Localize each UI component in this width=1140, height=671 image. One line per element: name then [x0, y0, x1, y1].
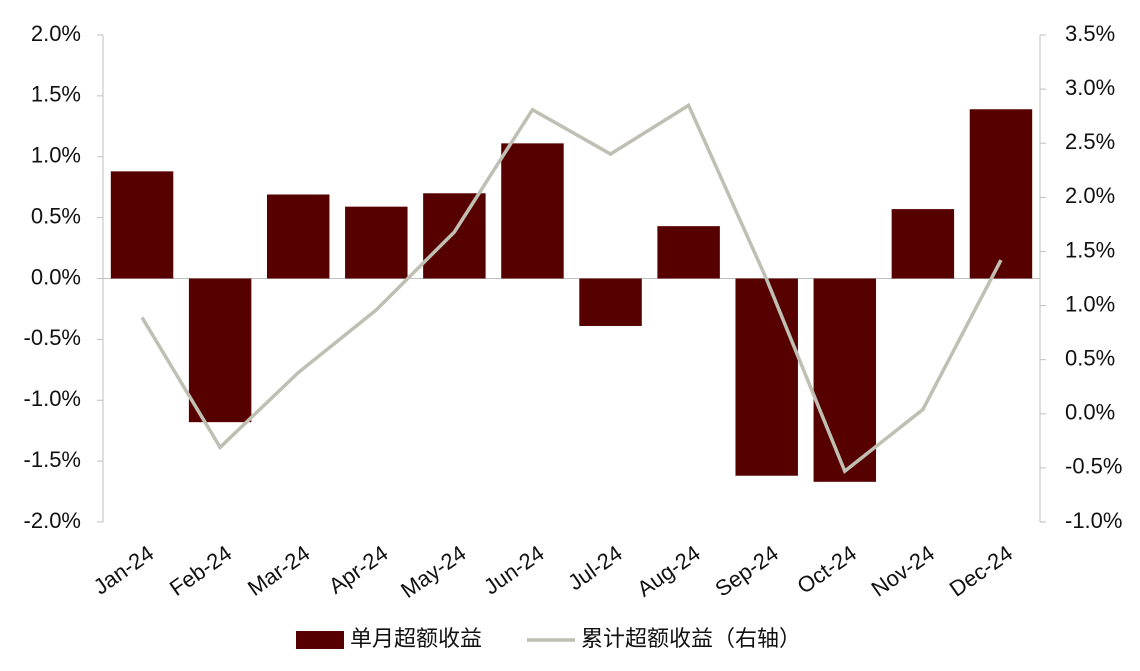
bar — [501, 143, 564, 279]
y2-tick-label: 3.5% — [1065, 21, 1115, 46]
legend-label: 累计超额收益（右轴） — [581, 626, 801, 651]
bar — [657, 226, 720, 279]
bar — [969, 109, 1033, 279]
bar — [423, 193, 486, 279]
y2-tick-label: -0.5% — [1065, 454, 1122, 479]
y-tick-label: 0.0% — [31, 264, 81, 289]
x-tick-label: Aug-24 — [632, 540, 704, 601]
line — [140, 102, 1003, 474]
y-tick-label: 1.5% — [31, 82, 81, 107]
bar — [813, 278, 877, 482]
bar — [735, 278, 798, 476]
y2-tick-label: 3.0% — [1065, 75, 1115, 100]
y2-tick-label: 0.5% — [1065, 345, 1115, 370]
bar — [110, 171, 174, 279]
x-tick-label: Oct-24 — [793, 540, 861, 598]
y-tick-label: 1.0% — [31, 143, 81, 168]
y2-tick-label: 1.0% — [1065, 291, 1115, 316]
x-tick-label: Nov-24 — [867, 540, 939, 601]
x-tick-label: Mar-24 — [243, 540, 314, 600]
legend-label: 单月超额收益 — [350, 626, 482, 651]
y-tick-label: -1.5% — [24, 447, 81, 472]
x-tick-label: May-24 — [396, 540, 470, 603]
x-tick-label: Dec-24 — [945, 540, 1017, 601]
y-tick-label: -1.0% — [24, 386, 81, 411]
bar — [188, 278, 252, 423]
bar — [579, 278, 642, 326]
bar — [266, 194, 330, 279]
x-tick-label: Jul-24 — [563, 540, 626, 595]
y-tick-label: -2.0% — [24, 508, 81, 533]
legend-swatch — [296, 631, 344, 649]
x-tick-label: Sep-24 — [710, 540, 782, 601]
y2-tick-label: 2.0% — [1065, 183, 1115, 208]
x-tick-label: Apr-24 — [324, 540, 392, 598]
y-tick-label: -0.5% — [24, 325, 81, 350]
x-tick-label: Jan-24 — [89, 540, 158, 599]
y2-tick-label: -1.0% — [1065, 508, 1122, 533]
bar — [345, 206, 408, 279]
x-tick-label: Jun-24 — [479, 540, 548, 599]
y2-tick-label: 2.5% — [1065, 129, 1115, 154]
y-tick-label: 2.0% — [31, 21, 81, 46]
x-tick-label: Feb-24 — [165, 540, 236, 600]
y-tick-label: 0.5% — [31, 203, 81, 228]
y2-tick-label: 0.0% — [1065, 400, 1115, 425]
bar — [891, 209, 955, 279]
y2-tick-label: 1.5% — [1065, 237, 1115, 262]
